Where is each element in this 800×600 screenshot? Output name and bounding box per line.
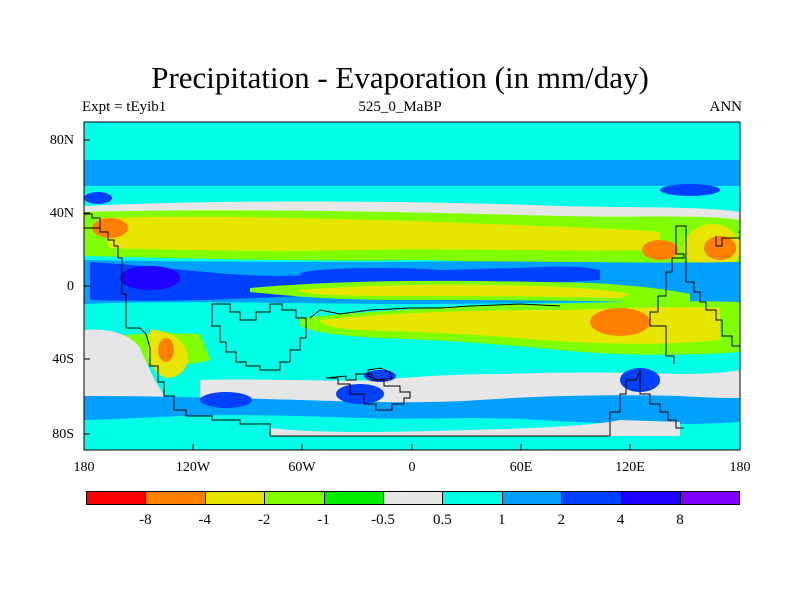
field-blob-se-driest [590,308,650,336]
coastline-island-south [325,373,411,411]
colorbar-frame [86,491,740,505]
colorbar-swatch-10 [680,491,740,505]
colorbar-label-0: -8 [139,512,152,528]
x-tick-label-180e: 180 [729,460,751,475]
colorbar-separator-6 [442,491,444,505]
colorbar-swatch-4 [323,491,384,505]
experiment-label: Expt = tEyib1 [82,99,167,115]
colorbar-swatch-2 [204,491,265,505]
y-tick-label-80n: 80N [49,133,74,148]
chart-title: Precipitation - Evaporation (in mm/day) [151,60,649,95]
coastline-east [676,225,740,347]
colorbar-separator-1 [145,491,147,505]
field-sw-gray [84,329,174,408]
x-tick-label-180w: 180 [73,460,95,475]
field-band-north-wet [84,160,740,186]
colorbar-swatch-3 [264,491,325,505]
coastline-southern-continent [211,303,307,371]
coastline-northwest [84,213,101,228]
field-antarctic-gray [270,420,680,436]
colorbar-separator-3 [264,491,266,505]
axis-ticks [83,139,741,450]
season-label: ANN [709,99,743,115]
field-equator-core [90,262,600,301]
x-tick-label-120w: 120W [175,460,211,475]
field-blob-nw [84,192,112,204]
field-blob-driest-nw [92,218,128,238]
colorbar-label-5: 0.5 [433,512,452,528]
x-tick-label-0: 0 [408,460,416,475]
period-label: 525_0_MaBP [358,99,442,115]
colorbar-swatch-5 [383,491,443,505]
x-tick-label-120e: 120E [615,460,645,475]
colorbar-swatch-7 [501,491,562,505]
colorbar-separator-9 [620,491,622,505]
colorbar-swatch-6 [442,491,503,505]
y-tick-label-40s: 40S [52,352,74,367]
colorbar-label-3: -1 [317,512,330,528]
colorbar-label-8: 4 [616,512,625,528]
field-blob-ne [660,184,720,196]
y-tick-label-0: 0 [67,279,74,294]
field-band-north-mid [84,187,740,205]
field-sw-orange [158,338,174,362]
colorbar-separator-7 [501,491,503,505]
colorbar-swatch-8 [561,491,622,505]
field-blob-wettest [120,266,180,290]
colorbar-swatch-1 [145,491,206,505]
coastline-south [84,227,684,437]
x-tick-label-60w: 60W [288,460,316,475]
coastlines [84,213,740,437]
field-blob-so-1 [200,392,252,408]
colorbar-separator-5 [383,491,384,505]
field-dry-north [96,216,660,251]
x-tick-label-60e: 60E [509,460,533,475]
colorbar-label-7: 2 [557,512,565,528]
colorbar-swatch-9 [620,491,681,505]
colorbar-label-9: 8 [676,512,684,528]
y-tick-label-80s: 80S [52,427,74,442]
colorbar-label-1: -4 [198,512,212,528]
colorbar-label-4: -0.5 [371,512,395,528]
y-tick-label-40n: 40N [49,206,74,221]
colorbar-swatch-0 [86,491,146,505]
colorbar-separator-4 [323,491,325,505]
colorbar-separator-2 [204,491,206,505]
colorbar-label-6: 1 [498,512,506,528]
colorbar-separator-10 [680,491,681,505]
field-blob-ne-driest [642,240,678,260]
coastline-mid [309,303,561,319]
field-blob-itcz [300,268,460,280]
field-dry-south-1-core [300,284,630,298]
coastline-northeast [715,236,740,247]
colorbar-separator-8 [561,491,563,505]
colorbar-label-2: -2 [257,512,271,528]
coastline-island-small [367,367,393,381]
coastline-east-2 [649,226,685,364]
map-field [84,122,740,450]
field-blob-ne-driest-2 [704,236,736,260]
